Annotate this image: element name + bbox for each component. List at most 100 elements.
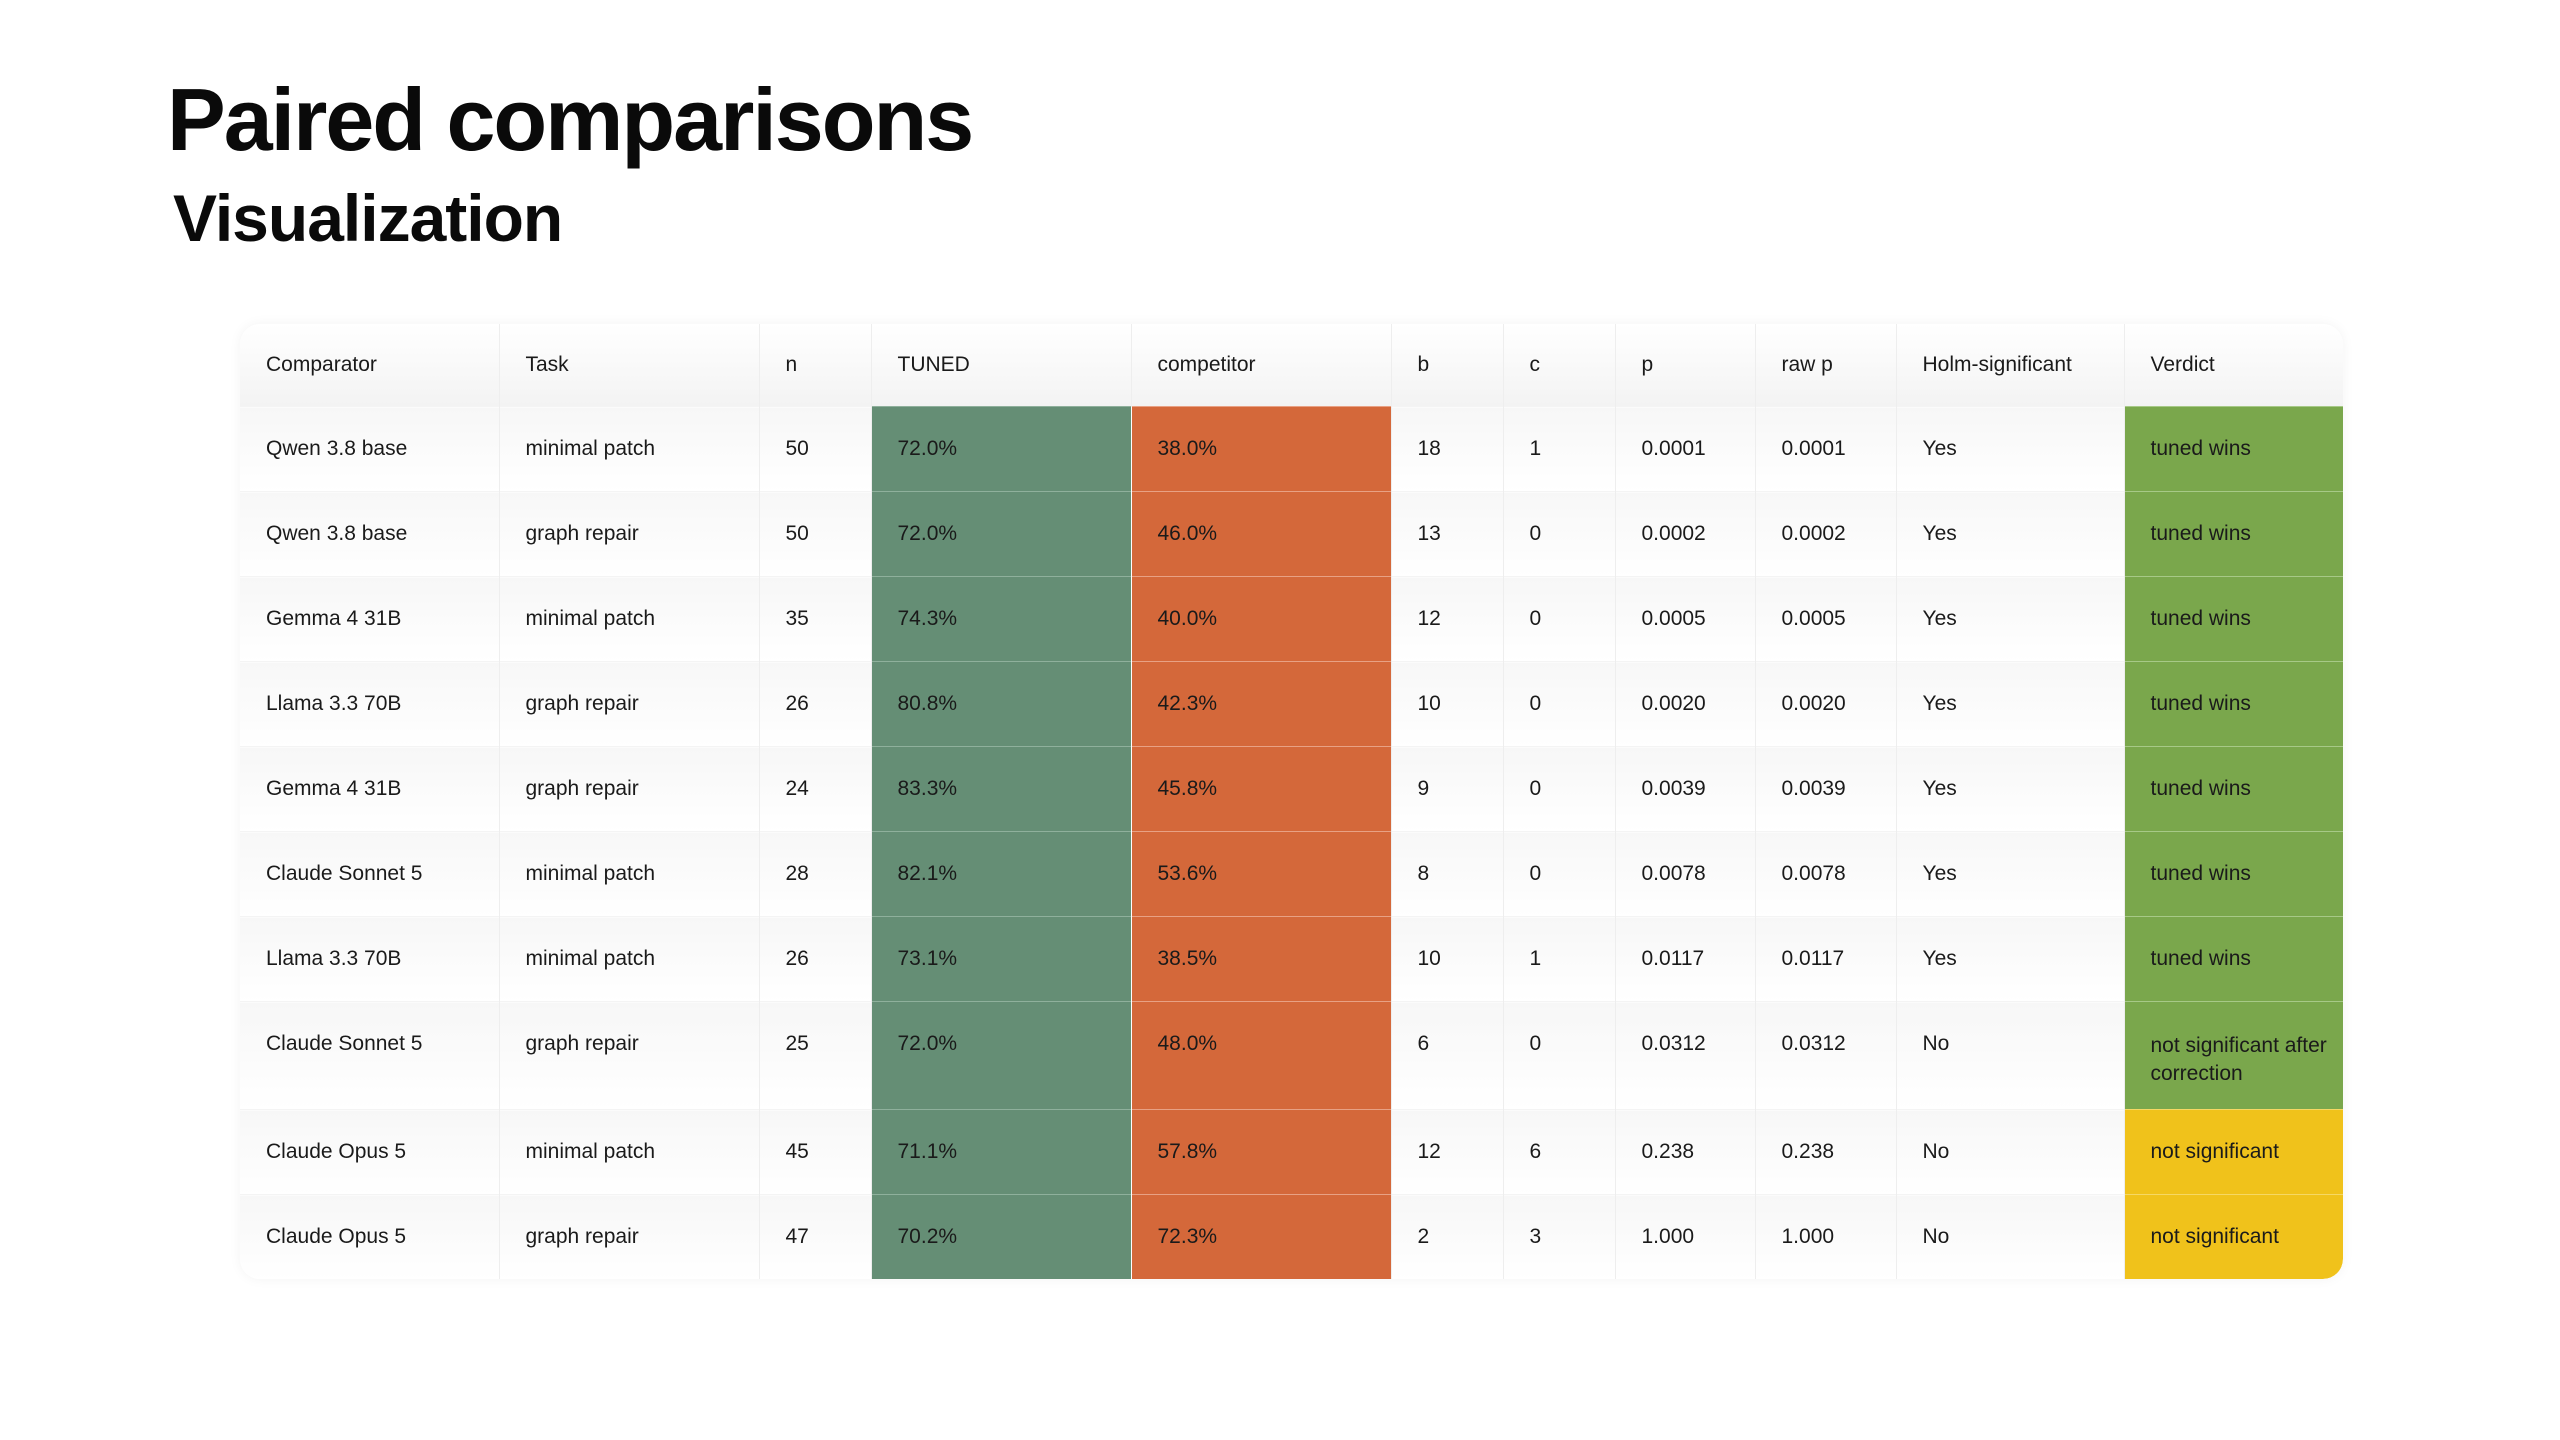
cell-b: 9 — [1391, 746, 1504, 832]
cell-n: 26 — [759, 916, 872, 1002]
cell-b: 8 — [1391, 831, 1504, 917]
cell-n: 50 — [759, 406, 872, 492]
cell-verdict: tuned wins — [2124, 746, 2343, 832]
cell-holm-significant: No — [1896, 1194, 2125, 1279]
cell-p: 0.0005 — [1615, 576, 1756, 662]
cell-verdict: tuned wins — [2124, 406, 2343, 492]
column-header-tuned[interactable]: TUNED — [871, 324, 1132, 407]
cell-n: 24 — [759, 746, 872, 832]
cell-verdict: not significant — [2124, 1109, 2343, 1195]
cell-c: 1 — [1503, 406, 1616, 492]
table-row: Llama 3.3 70B graph repair 26 80.8% 42.3… — [240, 661, 2343, 747]
cell-p: 0.0039 — [1615, 746, 1756, 832]
cell-verdict: tuned wins — [2124, 831, 2343, 917]
cell-comparator: Gemma 4 31B — [240, 576, 500, 662]
cell-holm-significant: Yes — [1896, 406, 2125, 492]
cell-competitor: 72.3% — [1131, 1194, 1392, 1279]
cell-competitor: 42.3% — [1131, 661, 1392, 747]
cell-task: minimal patch — [499, 916, 760, 1002]
cell-holm-significant: Yes — [1896, 576, 2125, 662]
table-header-row: Comparator Task n TUNED competitor b c p… — [240, 324, 2343, 407]
cell-n: 50 — [759, 491, 872, 577]
cell-task: graph repair — [499, 1194, 760, 1279]
column-header-competitor[interactable]: competitor — [1131, 324, 1392, 407]
cell-raw-p: 0.238 — [1755, 1109, 1897, 1195]
cell-b: 12 — [1391, 576, 1504, 662]
cell-verdict: not significant after correction — [2124, 1001, 2343, 1110]
cell-n: 47 — [759, 1194, 872, 1279]
column-header-n[interactable]: n — [759, 324, 872, 407]
cell-competitor: 38.5% — [1131, 916, 1392, 1002]
cell-tuned: 80.8% — [871, 661, 1132, 747]
cell-b: 10 — [1391, 661, 1504, 747]
column-header-verdict[interactable]: Verdict — [2124, 324, 2343, 407]
cell-c: 0 — [1503, 661, 1616, 747]
column-header-holm-significant[interactable]: Holm-significant — [1896, 324, 2125, 407]
cell-verdict: tuned wins — [2124, 491, 2343, 577]
cell-tuned: 74.3% — [871, 576, 1132, 662]
cell-tuned: 82.1% — [871, 831, 1132, 917]
cell-task: minimal patch — [499, 406, 760, 492]
cell-tuned: 73.1% — [871, 916, 1132, 1002]
cell-raw-p: 0.0039 — [1755, 746, 1897, 832]
cell-competitor: 46.0% — [1131, 491, 1392, 577]
cell-b: 12 — [1391, 1109, 1504, 1195]
column-header-p[interactable]: p — [1615, 324, 1756, 407]
cell-raw-p: 0.0117 — [1755, 916, 1897, 1002]
table-row: Claude Opus 5 graph repair 47 70.2% 72.3… — [240, 1194, 2343, 1279]
cell-raw-p: 0.0002 — [1755, 491, 1897, 577]
cell-c: 1 — [1503, 916, 1616, 1002]
table-row: Claude Sonnet 5 minimal patch 28 82.1% 5… — [240, 831, 2343, 917]
cell-raw-p: 0.0005 — [1755, 576, 1897, 662]
column-header-b[interactable]: b — [1391, 324, 1504, 407]
cell-c: 0 — [1503, 1001, 1616, 1110]
cell-raw-p: 0.0078 — [1755, 831, 1897, 917]
cell-holm-significant: Yes — [1896, 831, 2125, 917]
cell-competitor: 48.0% — [1131, 1001, 1392, 1110]
table-row: Gemma 4 31B minimal patch 35 74.3% 40.0%… — [240, 576, 2343, 662]
cell-b: 18 — [1391, 406, 1504, 492]
cell-holm-significant: Yes — [1896, 746, 2125, 832]
cell-b: 6 — [1391, 1001, 1504, 1110]
cell-verdict: not significant — [2124, 1194, 2343, 1279]
cell-comparator: Claude Sonnet 5 — [240, 831, 500, 917]
table-row: Qwen 3.8 base minimal patch 50 72.0% 38.… — [240, 406, 2343, 492]
cell-comparator: Qwen 3.8 base — [240, 406, 500, 492]
cell-b: 2 — [1391, 1194, 1504, 1279]
cell-p: 0.0001 — [1615, 406, 1756, 492]
cell-tuned: 72.0% — [871, 491, 1132, 577]
column-header-c[interactable]: c — [1503, 324, 1616, 407]
table-row: Claude Sonnet 5 graph repair 25 72.0% 48… — [240, 1001, 2343, 1110]
page-title: Paired comparisons — [167, 70, 974, 169]
cell-holm-significant: No — [1896, 1001, 2125, 1110]
cell-c: 0 — [1503, 491, 1616, 577]
cell-comparator: Gemma 4 31B — [240, 746, 500, 832]
cell-c: 3 — [1503, 1194, 1616, 1279]
cell-competitor: 40.0% — [1131, 576, 1392, 662]
cell-c: 0 — [1503, 831, 1616, 917]
cell-verdict: tuned wins — [2124, 576, 2343, 662]
table-row: Gemma 4 31B graph repair 24 83.3% 45.8% … — [240, 746, 2343, 832]
column-header-comparator[interactable]: Comparator — [240, 324, 500, 407]
cell-p: 0.238 — [1615, 1109, 1756, 1195]
cell-tuned: 72.0% — [871, 406, 1132, 492]
column-header-raw-p[interactable]: raw p — [1755, 324, 1897, 407]
cell-raw-p: 0.0020 — [1755, 661, 1897, 747]
cell-n: 25 — [759, 1001, 872, 1110]
cell-p: 0.0020 — [1615, 661, 1756, 747]
page-subtitle: Visualization — [173, 181, 563, 255]
cell-holm-significant: No — [1896, 1109, 2125, 1195]
cell-competitor: 57.8% — [1131, 1109, 1392, 1195]
table-row: Llama 3.3 70B minimal patch 26 73.1% 38.… — [240, 916, 2343, 1002]
cell-task: graph repair — [499, 491, 760, 577]
cell-p: 1.000 — [1615, 1194, 1756, 1279]
cell-raw-p: 0.0312 — [1755, 1001, 1897, 1110]
cell-tuned: 83.3% — [871, 746, 1132, 832]
cell-comparator: Claude Sonnet 5 — [240, 1001, 500, 1110]
comparisons-table: Comparator Task n TUNED competitor b c p… — [240, 324, 2343, 1279]
cell-task: minimal patch — [499, 831, 760, 917]
column-header-task[interactable]: Task — [499, 324, 760, 407]
cell-raw-p: 1.000 — [1755, 1194, 1897, 1279]
cell-b: 10 — [1391, 916, 1504, 1002]
cell-c: 0 — [1503, 576, 1616, 662]
